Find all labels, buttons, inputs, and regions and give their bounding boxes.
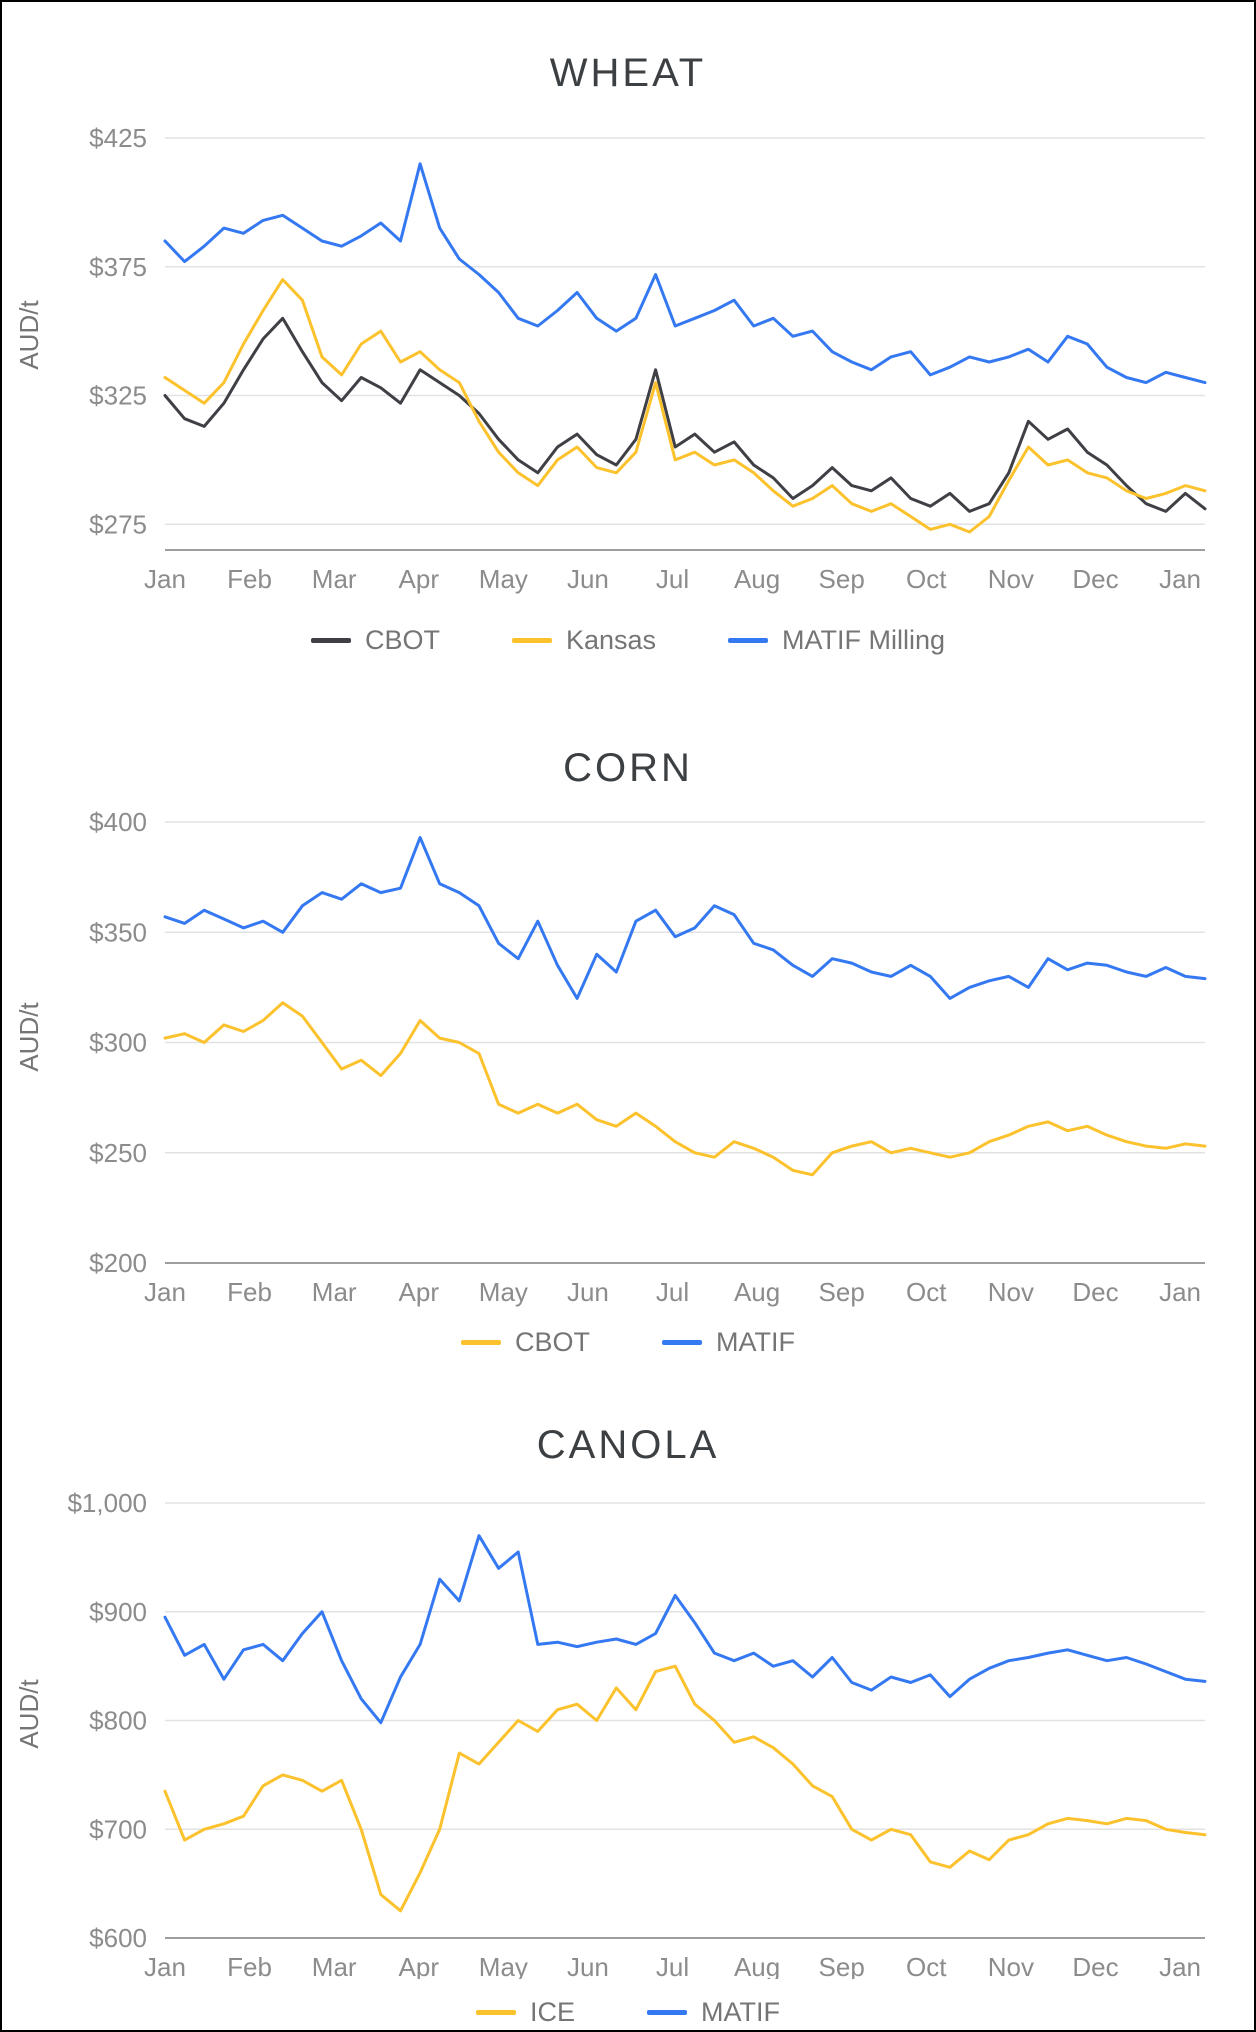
canola-legend: ICE MATIF	[476, 1997, 780, 2028]
x-tick-label: May	[479, 564, 528, 594]
y-tick-label: $250	[89, 1138, 147, 1168]
y-tick-label: $800	[89, 1706, 147, 1736]
y-axis-label: AUD/t	[14, 1679, 44, 1749]
x-tick-label: Dec	[1072, 1277, 1118, 1307]
y-tick-label: $600	[89, 1923, 147, 1953]
legend-label: Kansas	[565, 625, 657, 655]
x-tick-label: Nov	[988, 1277, 1034, 1307]
y-tick-label: $375	[89, 252, 147, 282]
x-tick-label: Nov	[988, 1952, 1034, 1979]
legend-label: CBOT	[515, 1327, 591, 1357]
wheat-chart-section: WHEAT $275 $325 $375 $425 Jan Feb Mar Apr May Jun…	[2, 2, 1254, 697]
x-tick-label: Mar	[312, 564, 357, 594]
x-tick-label: Jul	[656, 564, 689, 594]
x-tick-label: Oct	[906, 564, 947, 594]
x-tick-label: Aug	[734, 564, 780, 594]
x-tick-label: Nov	[988, 564, 1034, 594]
x-tick-label: Jan	[1159, 1952, 1201, 1979]
wheat-chart-title: WHEAT	[549, 51, 707, 95]
x-tick-label: Aug	[734, 1952, 780, 1979]
x-tick-label: Apr	[399, 1277, 440, 1307]
x-tick-label: Jul	[656, 1952, 689, 1979]
x-tick-label: Mar	[312, 1277, 357, 1307]
legend-item-matif: MATIF	[662, 1327, 795, 1358]
corn-chart-section: CORN $200 $250 $300 $350 $400 Jan Feb Mar Apr May…	[2, 697, 1254, 1392]
x-tick-label: Apr	[399, 564, 440, 594]
x-tick-label: Jan	[1159, 1277, 1201, 1307]
canola-chart-section: CANOLA $600 $700 $800 $900 $1,000 Jan Feb Mar Ap…	[2, 1392, 1254, 2030]
legend-swatch	[310, 638, 351, 643]
series-line-cbot	[163, 316, 1207, 513]
legend-label: CBOT	[364, 625, 440, 655]
x-tick-label: Sep	[819, 564, 865, 594]
y-tick-label: $1,000	[67, 1488, 147, 1518]
canola-plot: $600 $700 $800 $900 $1,000 Jan Feb Mar Apr May Jun…	[14, 1488, 1207, 1979]
legend-swatch	[728, 638, 769, 643]
y-tick-label: $275	[89, 509, 147, 539]
x-tick-label: May	[479, 1952, 528, 1979]
x-tick-label: Jan	[144, 1952, 186, 1979]
y-axis-label: AUD/t	[14, 1002, 44, 1072]
x-tick-label: Mar	[312, 1952, 357, 1979]
legend-swatch	[662, 1340, 703, 1345]
y-tick-label: $200	[89, 1248, 147, 1278]
x-tick-label: Oct	[906, 1277, 947, 1307]
corn-plot: $200 $250 $300 $350 $400 Jan Feb Mar Apr May Jun Ju…	[14, 807, 1207, 1307]
wheat-plot: $275 $325 $375 $425 Jan Feb Mar Apr May Jun Jul Aug…	[14, 123, 1207, 594]
legend-item-matif: MATIF	[647, 1997, 780, 2028]
x-tick-label: Feb	[227, 1277, 272, 1307]
x-tick-label: Feb	[227, 564, 272, 594]
x-tick-label: Aug	[734, 1277, 780, 1307]
x-tick-label: Jun	[567, 1277, 609, 1307]
series-line-matif-milling	[163, 162, 1207, 385]
legend-item-cbot: CBOT	[461, 1327, 590, 1358]
corn-legend: CBOT MATIF	[461, 1327, 795, 1358]
legend-item-matif-milling: MATIF Milling	[728, 625, 945, 656]
legend-swatch	[511, 638, 552, 643]
corn-chart-title: CORN	[563, 746, 693, 790]
x-tick-label: Jul	[656, 1277, 689, 1307]
y-tick-label: $400	[89, 807, 147, 837]
x-tick-label: Dec	[1072, 1952, 1118, 1979]
legend-item-cbot: CBOT	[310, 625, 440, 656]
y-axis-label: AUD/t	[14, 300, 44, 370]
y-tick-label: $425	[89, 123, 147, 153]
legend-swatch	[647, 2010, 688, 2015]
y-tick-label: $325	[89, 381, 147, 411]
legend-item-kansas: Kansas	[511, 625, 657, 656]
x-tick-label: Jan	[144, 564, 186, 594]
x-tick-label: Jan	[1159, 564, 1201, 594]
legend-label: ICE	[530, 1997, 576, 2027]
x-tick-label: Sep	[819, 1277, 865, 1307]
series-line-ice	[163, 1664, 1207, 1913]
x-tick-label: Dec	[1072, 564, 1118, 594]
legend-swatch	[461, 1340, 501, 1345]
canola-chart-title: CANOLA	[536, 1423, 720, 1467]
legend-label: MATIF	[716, 1327, 795, 1357]
series-line-matif	[163, 836, 1207, 1000]
legend-item-ice: ICE	[476, 1997, 575, 2028]
x-tick-label: Apr	[399, 1952, 440, 1979]
y-tick-label: $700	[89, 1814, 147, 1844]
x-tick-label: Jun	[567, 564, 609, 594]
wheat-legend: CBOT Kansas MATIF Milling	[310, 625, 945, 656]
series-line-kansas	[163, 278, 1207, 534]
x-tick-label: May	[479, 1277, 528, 1307]
y-tick-label: $350	[89, 917, 147, 947]
y-tick-label: $300	[89, 1028, 147, 1058]
series-line-cbot	[163, 1001, 1207, 1177]
x-tick-label: Jan	[144, 1277, 186, 1307]
x-tick-label: Oct	[906, 1952, 947, 1979]
legend-swatch	[476, 2010, 516, 2015]
x-tick-label: Feb	[227, 1952, 272, 1979]
x-tick-label: Sep	[819, 1952, 865, 1979]
x-tick-label: Jun	[567, 1952, 609, 1979]
series-line-matif	[163, 1534, 1207, 1725]
legend-label: MATIF Milling	[782, 625, 946, 655]
y-tick-label: $900	[89, 1597, 147, 1627]
legend-label: MATIF	[701, 1997, 780, 2027]
